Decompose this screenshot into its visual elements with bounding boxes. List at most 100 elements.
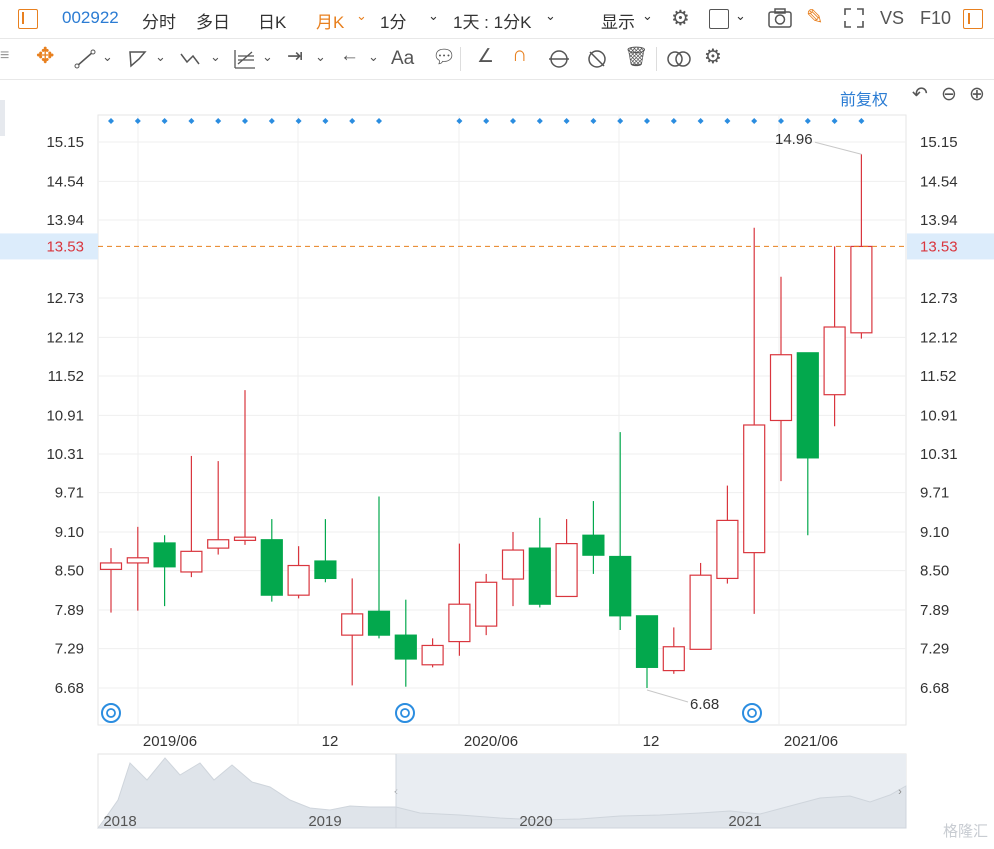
sync-icon[interactable]: [547, 48, 571, 70]
zoom-in-icon[interactable]: ⊕: [969, 84, 985, 105]
y-tick-label-left: 12.73: [46, 290, 84, 307]
price-adjust-mode[interactable]: 前复权: [840, 92, 889, 109]
candle-body: [341, 613, 364, 636]
event-marker-dot: [617, 118, 624, 124]
event-marker-dot: [215, 118, 222, 124]
x-tick-label: 2019/06: [143, 733, 197, 750]
polygon-tool-icon[interactable]: [127, 49, 149, 69]
candle-body: [394, 634, 417, 660]
navigator-year-label: 2019: [308, 813, 341, 830]
move-crosshair-icon[interactable]: ✥: [36, 43, 55, 68]
event-marker-dot: [483, 118, 490, 124]
camera-icon[interactable]: [767, 7, 793, 29]
y-tick-label-right: 6.68: [920, 680, 949, 697]
chevron-down-icon[interactable]: ⌄: [102, 49, 113, 64]
arrow-tool-icon[interactable]: ←: [340, 45, 359, 66]
chevron-down-icon[interactable]: ⌄: [642, 8, 653, 23]
toolbar-divider: [656, 47, 657, 71]
f10-button[interactable]: F10: [920, 8, 952, 28]
candle-body: [635, 615, 659, 668]
angle-tool-icon[interactable]: ∠: [477, 46, 495, 67]
event-q-marker-core: [106, 708, 116, 718]
line-tool-icon[interactable]: [74, 49, 96, 69]
range-tool-icon[interactable]: ⇥: [287, 46, 303, 67]
fullscreen-icon[interactable]: [843, 7, 865, 29]
y-tick-label-left: 6.68: [55, 680, 84, 697]
wave-tool-icon[interactable]: [179, 49, 205, 69]
event-q-marker-core: [747, 708, 757, 718]
navigator-right-handle: ›: [898, 786, 902, 798]
chevron-down-icon[interactable]: ⌄: [428, 8, 439, 23]
interval-selector[interactable]: 1天 : 1分K: [453, 13, 532, 32]
drawing-toolbar: ≡ ✥ ⌄ ⌄ ⌄ ⌄ ⇥ ⌄ ← ⌄ Aa 💬︎ ∠ ∩ 🗑︎ ⚙: [0, 39, 994, 80]
chevron-down-icon[interactable]: ⌄: [262, 49, 273, 64]
event-q-marker: [101, 703, 121, 723]
tab-daily-k[interactable]: 日K: [258, 13, 287, 32]
compare-vs-button[interactable]: VS: [880, 8, 905, 28]
event-q-marker: [395, 703, 415, 723]
chevron-down-icon[interactable]: ⌄: [368, 49, 379, 64]
panel-toggle-bar: [968, 13, 970, 24]
stock-code[interactable]: 002922: [62, 8, 119, 27]
y-tick-label-left: 14.54: [46, 173, 84, 190]
last-price-tag-right: [907, 233, 994, 260]
trash-icon[interactable]: 🗑︎: [624, 47, 649, 68]
link-circles-icon[interactable]: [666, 48, 692, 70]
panel-toggle-icon[interactable]: [963, 9, 983, 29]
candle-body: [207, 539, 230, 549]
undo-icon[interactable]: ↶: [912, 84, 928, 105]
candle-body: [475, 581, 498, 627]
y-tick-label-left: 12.12: [46, 329, 84, 346]
chevron-down-icon[interactable]: ⌄: [155, 49, 166, 64]
tab-intraday[interactable]: 分时: [142, 13, 176, 32]
event-marker-dot: [322, 118, 329, 124]
candle-body: [555, 543, 578, 598]
chevron-down-icon[interactable]: ⌄: [356, 8, 367, 23]
display-menu[interactable]: 显示: [601, 13, 635, 32]
menu-edge-icon[interactable]: ≡: [0, 47, 10, 64]
tab-multiday[interactable]: 多日: [196, 13, 230, 32]
candle-body: [716, 519, 739, 580]
y-tick-label-left: 7.29: [55, 641, 84, 658]
chevron-down-icon[interactable]: ⌄: [210, 49, 221, 64]
top-bar: 002922 分时 多日 日K 月K ⌄ 1分 ⌄ 1天 : 1分K ⌄ 显示 …: [0, 0, 994, 39]
fibonacci-tool-icon[interactable]: [233, 48, 257, 70]
candle-body: [582, 534, 605, 556]
text-tool-button[interactable]: Aa: [391, 48, 415, 69]
magnet-icon[interactable]: ∩: [512, 43, 528, 66]
zoom-out-icon[interactable]: ⊖: [941, 84, 957, 105]
x-tick-label: 2020/06: [464, 733, 518, 750]
layout-box-icon[interactable]: [709, 9, 729, 29]
y-tick-label-left: 10.91: [46, 407, 84, 424]
left-scroll-handle[interactable]: [0, 100, 5, 136]
y-tick-label-left: 11.52: [48, 368, 84, 385]
tab-monthly-k[interactable]: 月K: [316, 13, 345, 32]
pencil-icon[interactable]: ✎: [806, 6, 824, 29]
chevron-down-icon[interactable]: ⌄: [545, 8, 556, 23]
y-tick-label-left: 8.50: [55, 563, 84, 580]
comment-icon[interactable]: 💬︎: [432, 47, 457, 68]
low-leader-line: [646, 689, 689, 703]
sidebar-toggle-bar: [22, 12, 24, 24]
y-tick-label-right: 12.73: [920, 290, 958, 307]
event-marker-dot: [456, 118, 463, 124]
hide-drawings-icon[interactable]: [585, 48, 609, 70]
candle-body: [743, 424, 766, 554]
chevron-down-icon[interactable]: ⌄: [315, 49, 326, 64]
y-tick-label-left: 9.71: [55, 485, 84, 502]
watermark-text: 格隆汇: [942, 823, 988, 840]
toolbar-settings-icon[interactable]: ⚙: [704, 46, 722, 68]
sidebar-toggle-icon[interactable]: [18, 9, 38, 29]
event-marker-dot: [644, 118, 650, 124]
candle-body: [448, 603, 471, 643]
last-price-tag-left: [0, 233, 98, 260]
y-tick-label-right: 12.12: [920, 329, 958, 346]
y-tick-label-right: 7.89: [920, 602, 949, 619]
settings-icon[interactable]: ⚙: [671, 7, 690, 30]
chevron-down-icon[interactable]: ⌄: [735, 8, 746, 23]
candle-body: [689, 574, 712, 650]
high-label: 14.96: [775, 131, 813, 148]
tab-1min[interactable]: 1分: [380, 13, 407, 32]
candle-body: [287, 564, 310, 596]
